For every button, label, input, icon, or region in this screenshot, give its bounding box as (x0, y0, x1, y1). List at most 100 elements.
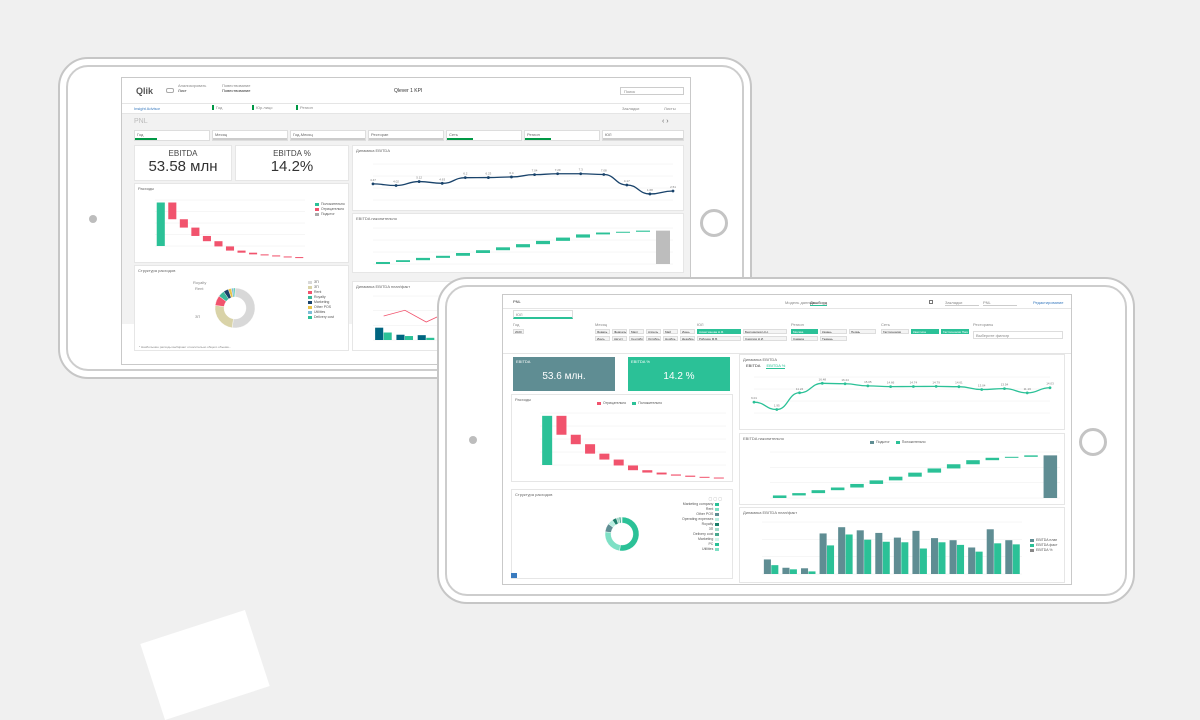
filter-chip[interactable]: Март (629, 329, 644, 334)
kpi-ebitda-percent[interactable]: EBITDA % 14.2% (235, 145, 349, 181)
sheet-selector[interactable]: Qlever 1 KPI (394, 88, 423, 94)
ebitda-plan-fact-chart[interactable]: Динамика EBITDA план/факт EBITDA план EB… (739, 507, 1065, 583)
filter-restaurant[interactable]: Ресторан (368, 130, 444, 141)
filter-region[interactable]: Регион (524, 130, 600, 141)
expenses-chart[interactable]: Расходы Отрицательно Положительно (511, 394, 733, 482)
filter-chip[interactable]: Сентябрь (629, 336, 644, 341)
waterfall-bar (985, 457, 1000, 461)
bookmarks-button[interactable]: Закладки (622, 106, 640, 111)
waterfall-bar (1024, 455, 1038, 457)
nav-analyze[interactable]: Анализировать Лист (178, 83, 207, 93)
search-input[interactable]: Поиск (620, 87, 684, 95)
filter-chip[interactable]: Ахметзянова Н.Ф. (697, 329, 741, 334)
tablet-camera (89, 215, 97, 223)
filter-chip[interactable]: Декабрь (680, 336, 695, 341)
filter-legal-entity[interactable]: ЮЛ (602, 130, 684, 141)
selection-chip[interactable]: Год (212, 105, 236, 110)
donut-slice (233, 287, 236, 298)
data-label: 6.2 (463, 172, 468, 176)
restaurants-select[interactable]: Выберите фильтр (973, 331, 1063, 339)
series-line (753, 382, 1051, 411)
plan-bar (856, 530, 864, 574)
edit-link[interactable]: Редактирование (1033, 300, 1064, 305)
waterfall-bar (636, 230, 650, 232)
prev-next-arrows[interactable]: ‹ › (662, 118, 669, 125)
filter-chip[interactable]: Январь (595, 329, 610, 334)
kpi-ebitda-percent-tile[interactable]: EBITDA % 14.2 % (628, 357, 730, 391)
expense-structure-chart[interactable]: Структура расходов ▢ ▢ ▢ Marketing compa… (511, 489, 733, 579)
filter-chip[interactable]: Июнь (680, 329, 695, 334)
expenses-chart[interactable]: Расходы Положительно Отрицательно Подыто… (134, 183, 349, 263)
ebitda-dynamics-chart[interactable]: Динамика EBITDA 4.47 4.02 5.12 4.63 6.2 6.23 6… (352, 145, 684, 211)
selection-chip[interactable]: Регион (296, 105, 336, 110)
selection-chip[interactable]: Юр.лицо (252, 105, 292, 110)
ebitda-dynamics-chart[interactable]: Динамика EBITDA EBITDA EBITDA % 6.01 1.95 1… (739, 354, 1065, 430)
filter-chip[interactable]: Май (663, 329, 678, 334)
ebitda-cumulative-chart[interactable]: EBITDA накопительно Подытог Положительно (739, 433, 1065, 505)
waterfall-bar (585, 444, 596, 454)
filter-chip[interactable]: Пермь (849, 329, 876, 334)
filter-chip[interactable]: Июль (595, 336, 610, 341)
filter-chip[interactable]: Тюмень (820, 336, 847, 341)
menu-icon[interactable] (166, 88, 174, 93)
waterfall-bar (202, 235, 211, 242)
waterfall-bar (670, 474, 681, 476)
structure-legend: Marketing company Rent Other POS Operating … (682, 502, 721, 552)
bookmarks-select[interactable]: Закладки (945, 300, 979, 306)
filter-year[interactable]: Год (134, 130, 210, 141)
legend-item: Other POS (308, 305, 334, 310)
filter-month[interactable]: Месяц (212, 130, 288, 141)
sheets-button[interactable]: Листы (664, 106, 676, 111)
legend-item: Operating expenses (682, 517, 721, 522)
kpi-ebitda[interactable]: EBITDA 53.58 млн (134, 145, 232, 181)
filter-chip[interactable]: Гастрономия (881, 329, 909, 334)
share-icon[interactable] (929, 300, 933, 304)
waterfall-bar (260, 254, 269, 256)
ebitda-cumulative-chart[interactable]: EBITDA накопительно (352, 213, 684, 273)
filter-chip[interactable]: Октябрь (646, 336, 661, 341)
year-chip[interactable]: 2020 (513, 329, 524, 334)
fact-bar (919, 548, 927, 574)
selection-bar: Insight Advisor Год Юр.лицо Регион Закла… (122, 104, 690, 114)
filter-chip[interactable]: Апрель (646, 329, 661, 334)
filter-chip[interactable]: Февраль (612, 329, 627, 334)
cumulative-waterfall (373, 227, 673, 265)
sheet-select[interactable]: PNL (983, 300, 1017, 306)
selection-chip[interactable]: ЮЛ (513, 310, 573, 319)
filter-chip[interactable]: Рябинин М.В. (697, 336, 741, 341)
filter-chip[interactable]: Ноябрь (663, 336, 678, 341)
donut-label: ЗП (195, 314, 201, 319)
tab-data-model[interactable]: Модель данных (785, 300, 815, 305)
legend-label: Delivery cost (693, 532, 714, 536)
filter-chip[interactable]: Август (612, 336, 627, 341)
filter-chip[interactable]: Казань (820, 329, 847, 334)
filter-chip[interactable]: Самара (791, 336, 818, 341)
filter-chip[interactable]: Квартира (911, 329, 939, 334)
ebitda-tabs[interactable]: EBITDA EBITDA % (746, 363, 786, 369)
legend-swatch (715, 542, 720, 546)
legend-swatch (715, 502, 720, 506)
expense-structure-chart[interactable]: Структура расходов Royalty Rent ЗП ЗП ЗП R… (134, 265, 349, 351)
filter-chip[interactable]: Москва (791, 329, 818, 334)
nav-narrate[interactable]: Повествование Повествование (222, 83, 251, 93)
data-label: 5.12 (416, 176, 422, 180)
filter-chip[interactable]: Гастрономия Парк (941, 329, 969, 334)
data-label: 11.24 (796, 387, 804, 391)
filter-chip[interactable]: Бектемиров Н.Н. (743, 329, 787, 334)
fact-bar (771, 565, 779, 574)
filter-chip[interactable]: Сахипов Н.И. (743, 336, 787, 341)
chart-toolbar-icons[interactable]: ▢ ▢ ▢ (708, 496, 722, 501)
data-point (602, 173, 606, 176)
donut-label: Royalty (193, 280, 207, 285)
filter-year-month[interactable]: Год-Месяц (290, 130, 366, 141)
data-label: 14.74 (910, 380, 918, 384)
legend-item: Marketing company (682, 502, 721, 507)
kpi-ebitda-tile[interactable]: EBITDA 53.6 млн. (513, 357, 615, 391)
filter-panel: Год 2020 Месяц Январь Февраль Март Апрель Ма… (503, 321, 1071, 354)
legend-item: ЗП (308, 280, 334, 285)
footer-icon[interactable] (511, 573, 517, 578)
data-label: 1.68 (647, 188, 653, 192)
insight-advisor-button[interactable]: Insight Advisor (134, 106, 161, 111)
tab-dashboard[interactable]: Дашборд (810, 300, 828, 306)
filter-chain[interactable]: Сеть (446, 130, 522, 141)
